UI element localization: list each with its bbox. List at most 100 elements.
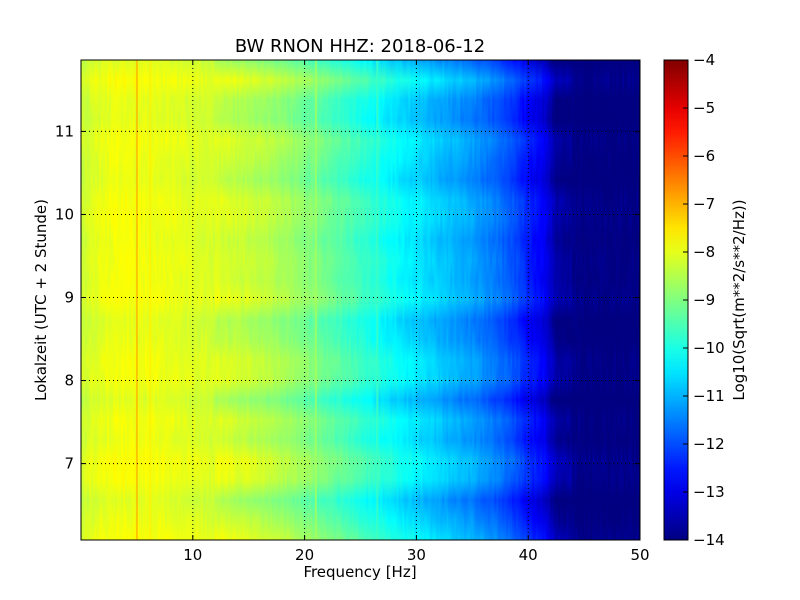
chart-title: BW RNON HHZ: 2018-06-12 — [235, 36, 485, 57]
heatmap-column — [274, 60, 278, 540]
heatmap-column — [156, 60, 160, 540]
heatmap-column — [400, 60, 404, 540]
heatmap-column — [484, 60, 487, 540]
y-axis-label: Lokalzeit (UTC + 2 Stunde) — [32, 199, 50, 401]
heatmap-column — [578, 60, 581, 540]
heatmap-column — [108, 60, 112, 540]
heatmap-column — [88, 60, 92, 540]
grid-lines — [81, 60, 640, 540]
heatmap-column — [290, 60, 294, 540]
heatmap-column — [588, 60, 591, 540]
heatmap-column — [594, 60, 597, 540]
heatmap-column — [446, 60, 449, 540]
heatmap-column — [186, 60, 190, 540]
heatmap-column — [146, 60, 150, 540]
heatmap-column — [130, 60, 134, 540]
heatmap-column — [494, 60, 497, 540]
heatmap-column — [388, 60, 392, 540]
heatmap-column — [462, 60, 465, 540]
spectral-line — [314, 60, 317, 540]
heatmap-column — [384, 60, 388, 540]
heatmap-column — [524, 60, 527, 540]
heatmap-column — [426, 60, 429, 540]
colorbar-label: Log10(Sqrt(m**2/s**2/Hz)) — [730, 199, 748, 400]
heatmap-column — [222, 60, 226, 540]
heatmap-column — [592, 60, 595, 540]
heatmap-column — [418, 60, 421, 540]
heatmap-column — [454, 60, 457, 540]
heatmap-column — [266, 60, 270, 540]
heatmap-column — [370, 60, 374, 540]
heatmap-column — [634, 60, 637, 540]
heatmap-column — [286, 60, 290, 540]
heatmap-column — [582, 60, 585, 540]
heatmap-column — [172, 60, 176, 540]
heatmap-column — [81, 60, 84, 540]
heatmap-column — [152, 60, 156, 540]
heatmap-column — [614, 60, 617, 540]
heatmap-column — [182, 60, 186, 540]
colorbar-tick-label: −8 — [693, 243, 715, 261]
heatmap-column — [194, 60, 198, 540]
heatmap-column — [514, 60, 517, 540]
heatmap-column — [336, 60, 340, 540]
heatmap-column — [510, 60, 513, 540]
heatmap-column — [358, 60, 362, 540]
heatmap-column — [416, 60, 419, 540]
heatmap-column — [300, 60, 304, 540]
heatmap-column — [444, 60, 447, 540]
heatmap-column — [302, 60, 306, 540]
heatmap-column — [180, 60, 184, 540]
heatmap-column — [270, 60, 274, 540]
heatmap-column — [110, 60, 114, 540]
heatmap-column — [346, 60, 350, 540]
heatmap-column — [478, 60, 481, 540]
heatmap-column — [310, 60, 314, 540]
heatmap-column — [470, 60, 473, 540]
heatmap-column — [128, 60, 132, 540]
y-tick-label: 10 — [55, 205, 74, 223]
heatmap-column — [538, 60, 541, 540]
heatmap-column — [548, 60, 551, 540]
heatmap-column — [192, 60, 196, 540]
x-tick-label: 30 — [407, 546, 426, 564]
heatmap-column — [202, 60, 206, 540]
heatmap-column — [580, 60, 583, 540]
heatmap-column — [338, 60, 342, 540]
heatmap-column — [136, 60, 140, 540]
heatmap-column — [518, 60, 521, 540]
heatmap-column — [600, 60, 603, 540]
heatmap-column — [188, 60, 192, 540]
heatmap-column — [326, 60, 330, 540]
heatmap-column — [414, 60, 417, 540]
heatmap-column — [320, 60, 324, 540]
heatmap-column — [318, 60, 322, 540]
heatmap-column — [394, 60, 398, 540]
heatmap-column — [572, 60, 575, 540]
x-tick-label: 50 — [630, 546, 649, 564]
heatmap-column — [212, 60, 216, 540]
heatmap-column — [306, 60, 310, 540]
heatmap-column — [258, 60, 262, 540]
heatmap-column — [496, 60, 499, 540]
heatmap-column — [294, 60, 298, 540]
heatmap-column — [498, 60, 501, 540]
heatmap-column — [116, 60, 120, 540]
heatmap-column — [224, 60, 228, 540]
heatmap-column — [402, 60, 406, 540]
heatmap-column — [636, 60, 639, 540]
heatmap-column — [386, 60, 390, 540]
heatmap-column — [626, 60, 629, 540]
spectral-line — [149, 60, 152, 540]
heatmap-column — [586, 60, 589, 540]
heatmap-column — [200, 60, 204, 540]
heatmap-column — [530, 60, 533, 540]
spectrogram-heatmap — [81, 60, 640, 540]
heatmap-column — [244, 60, 248, 540]
heatmap-column — [162, 60, 166, 540]
heatmap-column — [278, 60, 282, 540]
y-tick-label: 7 — [64, 455, 74, 473]
heatmap-column — [436, 60, 439, 540]
heatmap-column — [138, 60, 142, 540]
heatmap-column — [624, 60, 627, 540]
